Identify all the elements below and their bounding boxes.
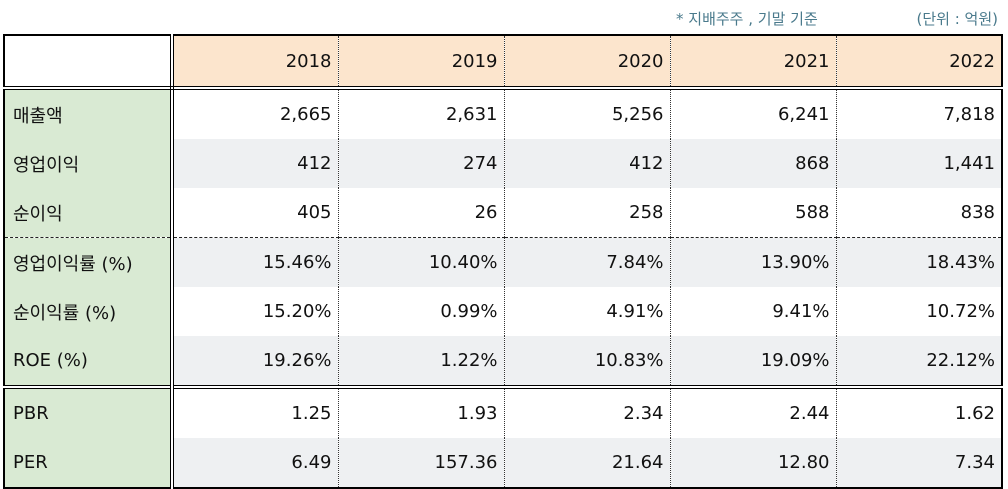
cell: 12.80 (669, 438, 836, 488)
row-label: 매출액 (4, 88, 174, 139)
cell: 405 (171, 188, 338, 238)
row-label: 영업이익 (4, 139, 174, 188)
cell: 19.09% (669, 336, 836, 387)
cell: 6,241 (669, 88, 836, 139)
year-header: 2022 (835, 35, 1002, 90)
year-header: 2020 (503, 35, 670, 90)
table-row: 영업이익 412 274 412 868 1,441 (4, 139, 1002, 188)
cell: 7.84% (503, 237, 670, 287)
cell: 2.34 (503, 385, 670, 438)
table-row: ROE (%) 19.26% 1.22% 10.83% 19.09% 22.12… (4, 336, 1002, 387)
cell: 10.72% (835, 287, 1002, 336)
row-label: 순이익 (4, 188, 174, 238)
cell: 274 (337, 139, 504, 188)
cell: 1.62 (835, 385, 1002, 438)
year-header: 2019 (337, 35, 504, 90)
row-label: ROE (%) (4, 336, 174, 387)
unit-note: (단위 : 억원) (916, 10, 999, 28)
cell: 10.40% (337, 237, 504, 287)
cell: 18.43% (835, 237, 1002, 287)
table-row: 매출액 2,665 2,631 5,256 6,241 7,818 (4, 88, 1002, 139)
row-label: 영업이익률 (%) (4, 237, 174, 287)
cell: 15.20% (171, 287, 338, 336)
financial-table: 2018 2019 2020 2021 2022 매출액 2,665 2,631… (3, 34, 1003, 489)
cell: 19.26% (171, 336, 338, 387)
cell: 13.90% (669, 237, 836, 287)
cell: 7,818 (835, 88, 1002, 139)
row-label: PBR (4, 385, 174, 438)
cell: 4.91% (503, 287, 670, 336)
corner-cell (4, 35, 174, 90)
cell: 10.83% (503, 336, 670, 387)
cell: 2,665 (171, 88, 338, 139)
cell: 868 (669, 139, 836, 188)
row-label: 순이익률 (%) (4, 287, 174, 336)
cell: 258 (503, 188, 670, 238)
basis-note: * 지배주주 , 기말 기준 (676, 10, 818, 28)
cell: 157.36 (337, 438, 504, 488)
table-row: PBR 1.25 1.93 2.34 2.44 1.62 (4, 385, 1002, 438)
cell: 2,631 (337, 88, 504, 139)
cell: 1.25 (171, 385, 338, 438)
table-row: PER 6.49 157.36 21.64 12.80 7.34 (4, 438, 1002, 488)
cell: 1.22% (337, 336, 504, 387)
cell: 15.46% (171, 237, 338, 287)
table-row: 순이익률 (%) 15.20% 0.99% 4.91% 9.41% 10.72% (4, 287, 1002, 336)
table-notes: * 지배주주 , 기말 기준 (단위 : 억원) (0, 6, 1008, 30)
cell: 1,441 (835, 139, 1002, 188)
cell: 5,256 (503, 88, 670, 139)
year-header: 2021 (669, 35, 836, 90)
cell: 0.99% (337, 287, 504, 336)
cell: 21.64 (503, 438, 670, 488)
cell: 1.93 (337, 385, 504, 438)
table-row: 영업이익률 (%) 15.46% 10.40% 7.84% 13.90% 18.… (4, 237, 1002, 287)
cell: 22.12% (835, 336, 1002, 387)
cell: 9.41% (669, 287, 836, 336)
header-row: 2018 2019 2020 2021 2022 (4, 35, 1002, 90)
cell: 2.44 (669, 385, 836, 438)
row-label: PER (4, 438, 174, 488)
cell: 588 (669, 188, 836, 238)
cell: 412 (171, 139, 338, 188)
cell: 838 (835, 188, 1002, 238)
cell: 7.34 (835, 438, 1002, 488)
year-header: 2018 (171, 35, 338, 90)
cell: 26 (337, 188, 504, 238)
cell: 412 (503, 139, 670, 188)
table-row: 순이익 405 26 258 588 838 (4, 188, 1002, 238)
cell: 6.49 (171, 438, 338, 488)
